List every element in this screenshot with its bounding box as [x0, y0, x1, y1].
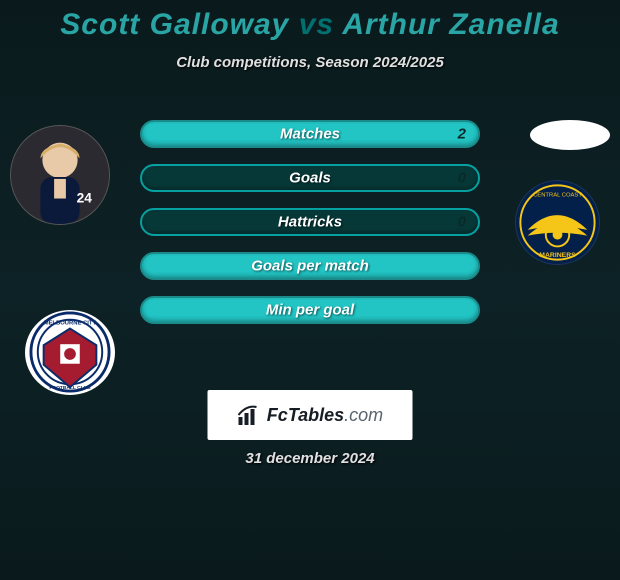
date-text: 31 december 2024: [245, 450, 374, 467]
stat-p1-value: 0: [458, 214, 466, 231]
title-heading: Scott Galloway vs Arthur Zanella: [0, 8, 620, 42]
stat-label: Goals: [289, 170, 331, 187]
club1-crest: MELBOURNE CITY FOOTBALL CLUB: [25, 310, 115, 395]
chart-icon: [237, 403, 261, 427]
player2-name: Arthur Zanella: [342, 8, 559, 41]
svg-text:MARINERS: MARINERS: [539, 252, 576, 259]
logo-prefix: Fc: [267, 405, 288, 425]
stat-bar-matches: Matches 2: [140, 120, 480, 148]
svg-text:CENTRAL COAST: CENTRAL COAST: [533, 193, 582, 199]
stat-bar-hattricks: Hattricks 0: [140, 208, 480, 236]
branding-logo: FcTables.com: [208, 390, 413, 440]
logo-suffix: .com: [344, 405, 383, 425]
stat-bar-goals: Goals 0: [140, 164, 480, 192]
stat-label: Matches: [280, 126, 340, 143]
stat-label: Goals per match: [251, 258, 369, 275]
stat-label: Hattricks: [278, 214, 342, 231]
svg-text:MELBOURNE CITY: MELBOURNE CITY: [44, 321, 97, 327]
comparison-title: Scott Galloway vs Arthur Zanella: [0, 0, 620, 42]
vs-text: vs: [299, 8, 334, 41]
stat-bars-container: Matches 2 Goals 0 Hattricks 0 Goals per …: [140, 120, 480, 340]
branding-text: FcTables.com: [267, 405, 383, 426]
logo-main: Tables: [288, 405, 344, 425]
stat-bar-mpg: Min per goal: [140, 296, 480, 324]
stat-p1-value: 2: [458, 126, 466, 143]
player1-name: Scott Galloway: [60, 8, 289, 41]
stat-bar-gpm: Goals per match: [140, 252, 480, 280]
player1-avatar: 24: [10, 125, 110, 225]
stat-p1-value: 0: [458, 170, 466, 187]
player2-avatar: [530, 120, 610, 150]
svg-text:24: 24: [77, 190, 93, 205]
club2-crest: CENTRAL COAST MARINERS: [515, 180, 600, 265]
subtitle: Club competitions, Season 2024/2025: [0, 54, 620, 71]
stat-label: Min per goal: [266, 302, 354, 319]
svg-text:FOOTBALL CLUB: FOOTBALL CLUB: [49, 385, 91, 391]
